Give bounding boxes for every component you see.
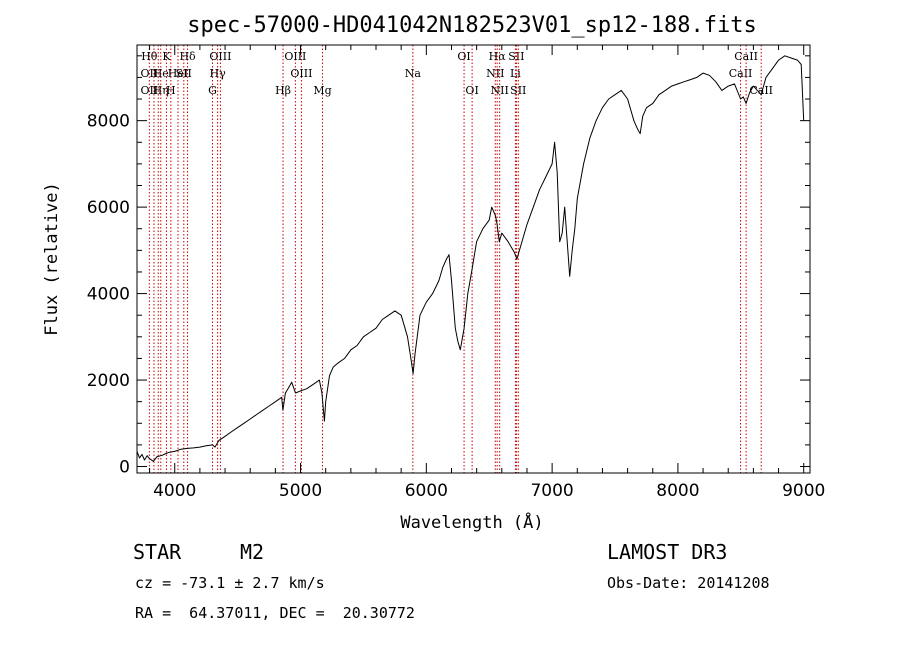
line-label: SII [510,84,526,97]
x-tick-label: 4000 [153,481,196,501]
line-label: Na [405,67,422,80]
redshift-cz: cz = -73.1 ± 2.7 km/s [135,574,325,592]
y-axis: 0 2000 4000 6000 8000 [87,55,810,478]
line-label: CaII [729,67,753,80]
survey-name: LAMOST DR3 [607,540,728,564]
line-label: He [153,67,169,80]
line-label: Hη [153,84,169,97]
line-label: OIII [209,50,231,63]
y-tick-label: 8000 [87,112,130,132]
object-subclass: M2 [240,540,265,564]
line-label: Mg [313,84,331,97]
line-marks: HθOIIOIIHeHηKHHeISIIHδGHγOIIIHβOIIIOIIIM… [140,45,773,473]
line-label: OIII [290,67,312,80]
x-tick-label: 7000 [530,481,573,501]
line-label: Hδ [179,50,196,63]
line-label: Hβ [275,84,291,97]
line-label: Hγ [210,67,227,80]
line-label: NII [491,84,509,97]
line-label: G [208,84,217,97]
line-label: Li [510,67,521,80]
line-label: SII [176,67,192,80]
y-tick-label: 6000 [87,198,130,218]
x-axis-label: Wavelength (Å) [400,511,543,533]
line-label: Hα [489,50,507,63]
line-label: K [162,50,171,63]
line-label: OIII [284,50,306,63]
series-layer [136,55,805,462]
y-tick-label: 2000 [87,371,130,391]
coordinates: RA = 64.37011, DEC = 20.30772 [135,604,415,622]
line-label: CaII [749,84,773,97]
obs-date: Obs-Date: 20141208 [607,574,770,592]
x-tick-label: 8000 [656,481,699,501]
line-label: Hθ [141,50,158,63]
line-label: SII [508,50,524,63]
chart-title: spec-57000-HD041042N182523V01_sp12-188.f… [187,13,757,38]
plot-frame [136,44,811,474]
x-tick-label: 6000 [405,481,448,501]
line-label: CaII [734,50,758,63]
y-tick-label: 0 [119,458,130,478]
line-label: NII [486,67,504,80]
line-label: OI [457,50,470,63]
line-label: H [166,84,176,97]
line-label: OI [465,84,478,97]
x-tick-label: 9000 [782,481,825,501]
object-class: STAR [133,540,182,564]
x-tick-label: 5000 [279,481,322,501]
line-label: HeI [168,67,188,80]
y-tick-label: 4000 [87,285,130,305]
spectrum-line [136,55,805,462]
y-axis-label: Flux (relative) [42,182,62,336]
x-axis: 4000 5000 6000 7000 8000 9000 [149,45,825,501]
